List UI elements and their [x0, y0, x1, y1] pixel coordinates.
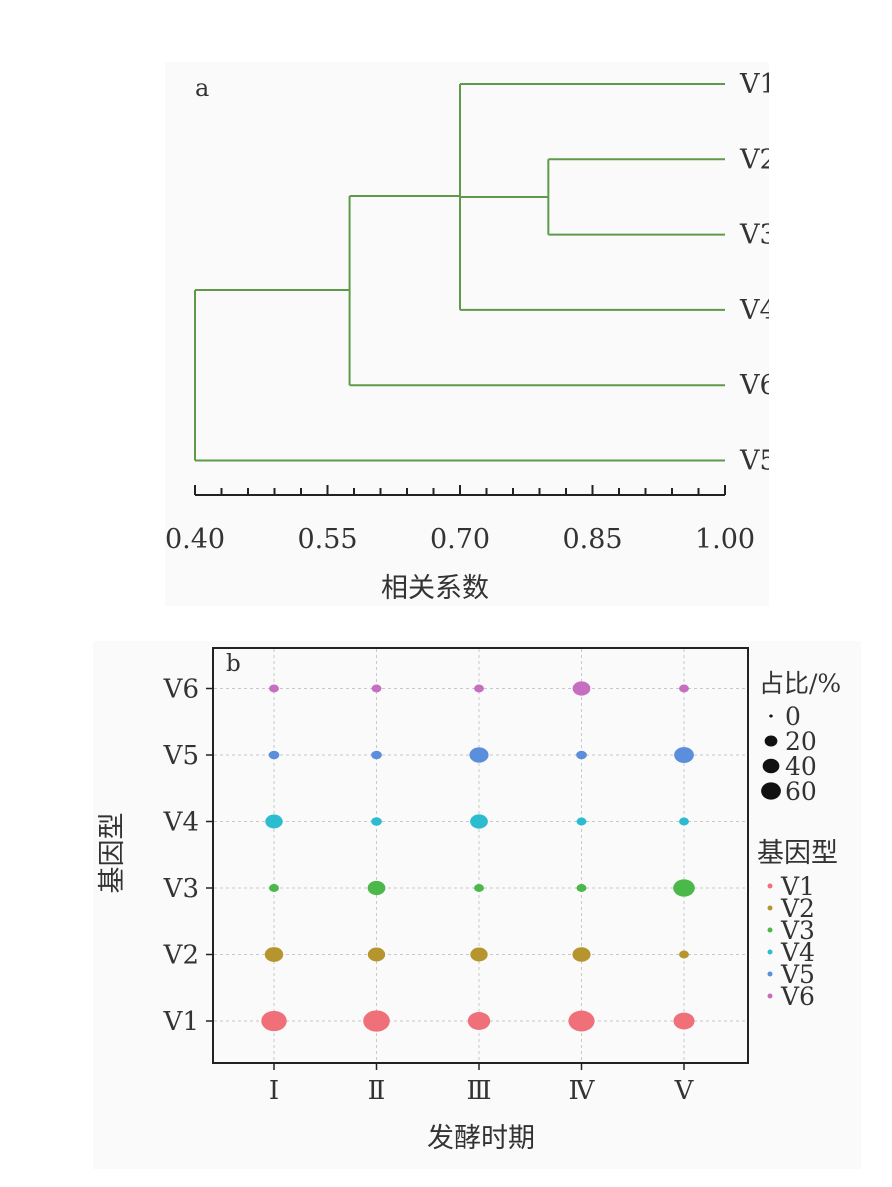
y-tick-label: V6 — [163, 675, 199, 705]
leaf-label: V3 — [739, 220, 769, 251]
size-legend-label: 60 — [785, 777, 817, 806]
y-tick-label: V5 — [163, 741, 199, 771]
bubble-point — [269, 884, 279, 892]
size-legend-label: 20 — [785, 727, 817, 756]
color-legend-label: V6 — [780, 982, 815, 1011]
panel-label-a: a — [195, 74, 209, 102]
bubble-point — [265, 814, 283, 829]
bubble-point — [673, 1012, 695, 1030]
bubble-point — [568, 1010, 595, 1032]
dendrogram-chart: a V1 V2 V3 V4 V6 V5 0.40 0.55 0.70 0.85 1.00 相关系数 — [165, 69, 777, 604]
x-axis-title: 相关系数 — [381, 573, 489, 604]
bubble-point — [576, 817, 587, 826]
bubble-point — [572, 947, 591, 962]
x-tick-label: Ⅱ — [368, 1076, 386, 1106]
bubble-point — [474, 884, 484, 892]
x-tick-label: 1.00 — [695, 524, 755, 555]
bubble-point — [576, 750, 587, 760]
leaf-label: V6 — [739, 370, 769, 401]
bubble-point — [261, 1010, 287, 1032]
color-legend-key — [767, 949, 773, 955]
bubble-point — [371, 817, 382, 826]
x-tick-label: Ⅲ — [466, 1076, 491, 1106]
bubble-point — [467, 1012, 491, 1030]
color-legend-key — [767, 905, 773, 911]
x-tick-label: Ⅳ — [569, 1076, 596, 1106]
dendrogram-panel: a V1 V2 V3 V4 V6 V5 0.40 0.55 0.70 0.85 1.00 相关系数 — [165, 62, 777, 606]
y-axis-title: 基因型 — [97, 813, 128, 894]
color-legend-label: V1 — [780, 872, 815, 901]
y-tick-label: V4 — [163, 808, 199, 838]
size-legend-key — [761, 782, 781, 800]
bubble-point — [679, 684, 689, 693]
color-legend-title: 基因型 — [757, 838, 838, 869]
color-legend-label: V4 — [780, 938, 815, 967]
color-legend-label: V3 — [780, 916, 815, 945]
bubble-point — [674, 747, 694, 763]
size-legend-key — [764, 735, 778, 747]
color-legend-label: V5 — [780, 960, 815, 989]
bubble-point — [679, 950, 689, 959]
x-tick-label: Ⅰ — [269, 1076, 279, 1106]
bubble-point — [367, 880, 386, 896]
bubble-point — [269, 684, 279, 693]
x-axis-title: 发酵时期 — [427, 1123, 535, 1154]
leaf-label: V5 — [739, 446, 769, 477]
bubble-point — [470, 947, 488, 962]
x-tick-label: 0.70 — [430, 524, 490, 555]
size-legend-key — [762, 758, 780, 774]
color-legend-label: V2 — [780, 894, 815, 923]
size-legend-label: 0 — [785, 702, 801, 731]
bubble-point — [469, 747, 489, 763]
leaf-label: V1 — [739, 69, 769, 100]
size-legend-label: 40 — [785, 752, 817, 781]
bubble-point — [470, 814, 488, 829]
y-tick-label: V2 — [163, 941, 199, 971]
size-legend-key — [769, 714, 773, 718]
bubble-point — [371, 684, 382, 693]
bubble-point — [268, 750, 280, 760]
y-tick-label: V1 — [163, 1007, 199, 1037]
bubble-point — [367, 947, 386, 962]
color-legend-key — [767, 927, 773, 933]
size-legend-title: 占比/% — [759, 669, 841, 698]
panel-label-b: b — [226, 651, 241, 677]
bubble-point — [576, 884, 587, 892]
bubble-point — [673, 879, 695, 897]
color-legend-key — [767, 993, 773, 999]
y-tick-label: V3 — [163, 874, 199, 904]
color-legend-key — [767, 883, 773, 889]
leaf-label: V4 — [739, 295, 769, 326]
leaf-label: V2 — [739, 144, 769, 175]
x-tick-label: 0.55 — [297, 524, 357, 555]
x-tick-label: Ⅴ — [674, 1076, 695, 1106]
bubble-point — [363, 1010, 390, 1032]
color-legend-key — [767, 971, 773, 977]
bubble-point — [679, 817, 689, 826]
bubble-point — [264, 947, 284, 962]
bubble-point — [371, 750, 382, 760]
x-tick-label: 0.40 — [165, 524, 225, 555]
x-tick-label: 0.85 — [562, 524, 622, 555]
bubble-point — [474, 684, 484, 693]
bubble-point — [572, 681, 591, 696]
plot-frame — [212, 647, 749, 1064]
